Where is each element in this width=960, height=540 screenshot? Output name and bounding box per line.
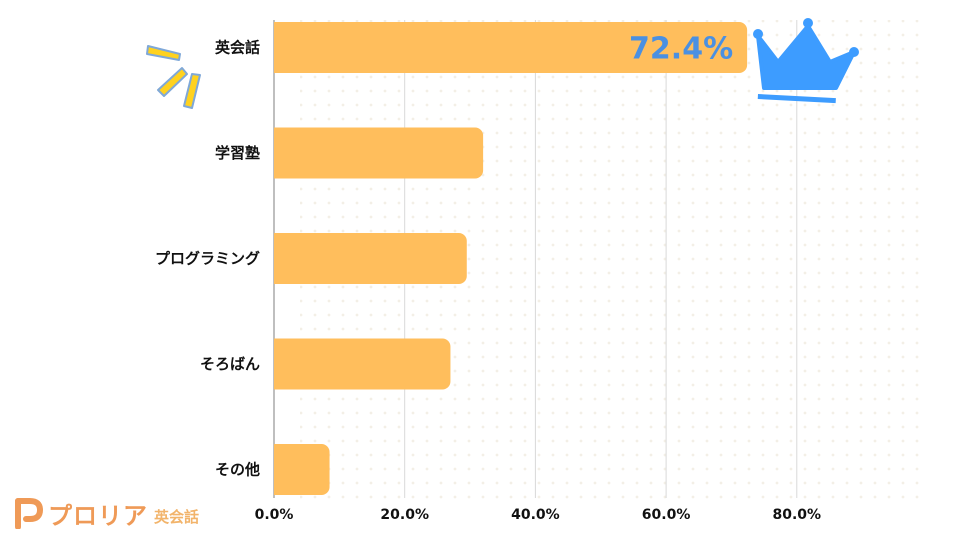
category-label: そろばん (200, 355, 260, 373)
bar-base (274, 127, 284, 179)
category-label: 学習塾 (215, 144, 260, 162)
logo-subtitle: 英会話 (154, 507, 200, 526)
bar-base (274, 338, 284, 390)
crown-icon (753, 18, 859, 104)
category-label: 英会話 (215, 39, 260, 57)
bar-base (274, 444, 284, 495)
bar (274, 444, 330, 495)
bar (274, 338, 451, 390)
x-tick-label: 40.0% (511, 507, 560, 523)
bar-base (274, 22, 284, 73)
x-tick-label: 80.0% (773, 507, 822, 523)
x-tick-label: 20.0% (380, 507, 429, 523)
highlight-value-label: 72.4% (629, 32, 733, 67)
x-tick-label: 0.0% (255, 507, 294, 523)
category-label: その他 (215, 461, 260, 479)
x-tick-label: 60.0% (642, 507, 691, 523)
logo-name: プロリア (48, 501, 148, 530)
bar (274, 233, 467, 284)
logo-mark-icon (15, 498, 44, 529)
bar (274, 22, 748, 73)
bar (274, 127, 484, 179)
category-label: プログラミング (155, 250, 260, 268)
sparkle-icon (146, 45, 201, 109)
bar-base (274, 233, 284, 284)
brand-logo: プロリア 英会話 (14, 497, 200, 530)
